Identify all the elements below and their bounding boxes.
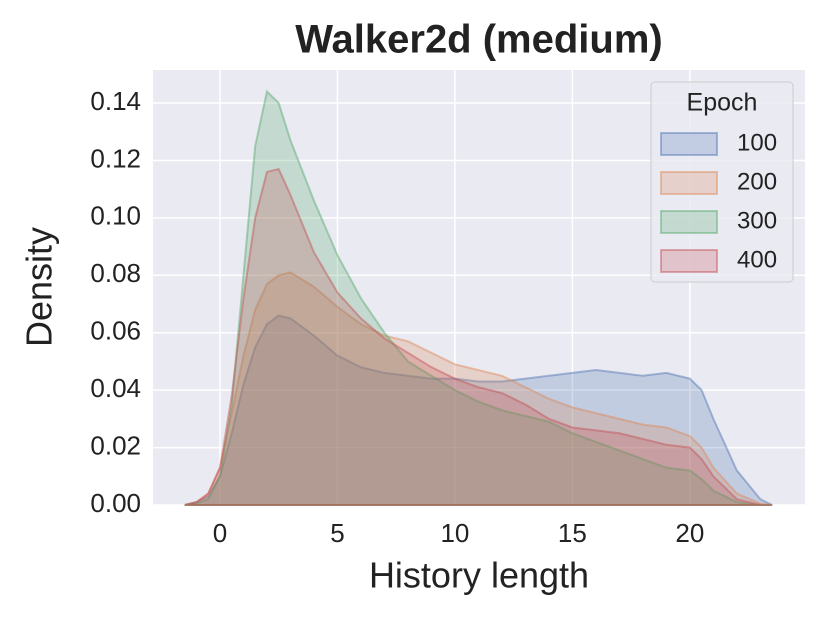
y-tick-label: 0.04	[90, 373, 141, 403]
y-tick-label: 0.02	[90, 430, 141, 460]
legend-label: 300	[737, 207, 777, 234]
grid	[153, 70, 805, 506]
x-tick-label: 0	[213, 518, 227, 548]
density-area	[184, 167, 773, 506]
legend-label: 100	[737, 129, 777, 156]
x-tick-label: 10	[440, 518, 469, 548]
legend-label: 400	[737, 246, 777, 273]
x-tick-label: 15	[558, 518, 587, 548]
y-axis-label: Density	[19, 227, 60, 347]
areas	[184, 89, 773, 506]
y-tick-label: 0.14	[90, 86, 141, 116]
y-tick-label: 0.08	[90, 258, 141, 288]
y-tick-label: 0.12	[90, 143, 141, 173]
legend-swatch	[660, 249, 718, 273]
legend-label: 200	[737, 168, 777, 195]
legend-title: Epoch	[687, 89, 758, 117]
legend-swatch	[660, 132, 718, 156]
legend-swatch	[660, 171, 718, 195]
chart-title: Walker2d (medium)	[295, 18, 662, 62]
y-tick-label: 0.10	[90, 201, 141, 231]
density-area	[184, 271, 773, 506]
x-tick-label: 5	[330, 518, 344, 548]
density-area	[184, 314, 773, 506]
legend: Epoch 100 200 300 400	[650, 81, 794, 283]
legend-swatch	[660, 210, 718, 234]
density-area	[184, 89, 773, 506]
x-tick-label: 20	[675, 518, 704, 548]
legend-box	[650, 81, 794, 283]
x-axis-label: History length	[369, 555, 589, 596]
y-tick-label: 0.00	[90, 488, 141, 518]
y-tick-label: 0.06	[90, 316, 141, 346]
